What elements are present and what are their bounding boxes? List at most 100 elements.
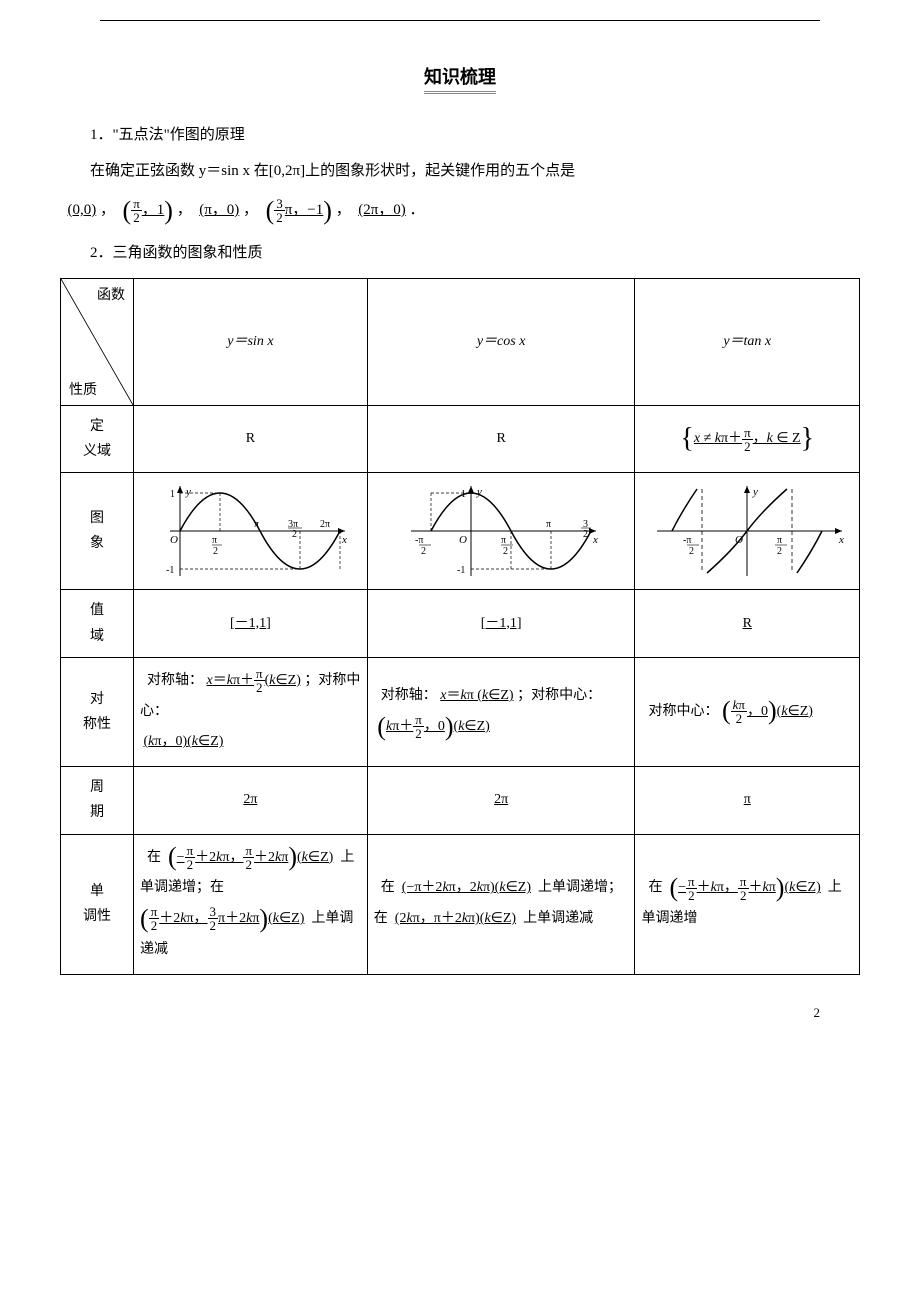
svg-text:O: O	[735, 534, 743, 546]
svg-text:O: O	[459, 534, 467, 546]
row-domain-label: 定义域	[61, 406, 134, 473]
page-number: 2	[60, 1005, 860, 1021]
table-row: 周期 2π 2π π	[61, 767, 860, 834]
svg-text:2: 2	[583, 529, 588, 540]
period-cos-val: 2π	[494, 792, 508, 807]
f-den: 2	[243, 858, 254, 871]
func-tan: y＝tan x	[723, 334, 771, 349]
mono-tan: 在 (−π2＋kπ，π2＋kπ)(k∈Z) 上单调递增	[635, 834, 860, 974]
f-num: π	[738, 875, 749, 889]
sym-sin-center: (kπ，0)(k∈Z)	[144, 734, 224, 749]
diag-top-text: 函数	[97, 288, 125, 303]
graph-cos: y x O 1 -1 -π 2 π 2 π 3 2	[367, 473, 635, 590]
dom-frac-den: 2	[742, 440, 753, 453]
point-3: (32π，−1)	[266, 202, 332, 218]
sym-tan-center-prefix: 对称中心：	[648, 704, 718, 719]
col-header-tan: y＝tan x	[635, 279, 860, 406]
sym-cos-axis-prefix: 对称轴：	[381, 688, 437, 703]
svg-text:x: x	[341, 534, 347, 546]
domain-tan: {x ≠ kπ＋π2，k ∈ Z}	[635, 406, 860, 473]
diag-bot-label: 性质	[69, 379, 97, 399]
point-1: (π2，1)	[123, 202, 173, 218]
period-cos: 2π	[367, 767, 635, 834]
range-cos: [－1,1]	[367, 590, 635, 657]
domain-sin: R	[134, 406, 368, 473]
row-mono-label: 单调性	[61, 834, 134, 974]
table-row: 值域 [－1,1] [－1,1] R	[61, 590, 860, 657]
row-sym-label: 对称性	[61, 657, 134, 766]
page-title: 知识梳理	[424, 61, 496, 94]
svg-text:-1: -1	[166, 565, 174, 576]
diag-header-cell: 函数 性质	[61, 279, 134, 406]
col-header-sin: y＝sin x	[134, 279, 368, 406]
range-tan: R	[635, 590, 860, 657]
table-row: 函数 性质 y＝sin x y＝cos x y＝tan x	[61, 279, 860, 406]
sec1-title: 1．"五点法"作图的原理	[60, 120, 860, 150]
f-den: 2	[413, 727, 424, 740]
sin-graph-svg: y x O 1 -1 π 2 π 3π 2 2π	[150, 481, 350, 581]
graph-sin: y x O 1 -1 π 2 π 3π 2 2π	[134, 473, 368, 590]
svg-text:2: 2	[777, 546, 782, 557]
f-den: 2	[731, 712, 747, 725]
sym-sin: 对称轴： x＝kπ＋π2(k∈Z) ；对称中心： (kπ，0)(k∈Z)	[134, 657, 368, 766]
sym-cos: 对称轴： x＝kπ (k∈Z) ；对称中心： (kπ＋π2，0)(k∈Z)	[367, 657, 635, 766]
table-row: 定义域 R R {x ≠ kπ＋π2，k ∈ Z}	[61, 406, 860, 473]
svg-text:2: 2	[421, 546, 426, 557]
diag-top-label: 函数	[97, 285, 125, 307]
svg-text:y: y	[476, 486, 482, 498]
svg-text:2: 2	[292, 529, 297, 540]
svg-text:π: π	[777, 535, 782, 546]
sym-cos-center-prefix: ；对称中心：	[517, 688, 601, 703]
mono-sin: 在 (−π2＋2kπ，π2＋2kπ)(k∈Z) 上单调递增；在 (π2＋2kπ，…	[134, 834, 368, 974]
heading-wrap: 知识梳理	[60, 51, 860, 114]
f-den: 2	[254, 681, 265, 694]
mono-tan-a: 在	[648, 880, 662, 895]
range-sin: [－1,1]	[134, 590, 368, 657]
svg-text:O: O	[170, 534, 178, 546]
svg-text:π: π	[501, 535, 506, 546]
svg-text:π: π	[254, 519, 259, 530]
period-tan-val: π	[744, 792, 751, 807]
dom-frac-num: π	[742, 426, 753, 440]
svg-text:π: π	[212, 535, 217, 546]
sym-sin-axis-prefix: 对称轴：	[147, 673, 203, 688]
mono-sin-a: 在	[147, 850, 161, 865]
f-num: π	[149, 905, 160, 919]
f-num: π	[185, 844, 196, 858]
f-den: 2	[185, 858, 196, 871]
svg-text:2: 2	[213, 546, 218, 557]
top-rule	[100, 20, 820, 21]
f-num: π	[254, 667, 265, 681]
f-num: π	[243, 844, 254, 858]
svg-text:1: 1	[170, 489, 175, 500]
point-4: (2π，0)	[358, 202, 406, 218]
f-num: 3	[208, 905, 219, 919]
svg-text:-π: -π	[415, 535, 423, 546]
point-0: (0,0)	[68, 202, 97, 218]
table-row: 对称性 对称轴： x＝kπ＋π2(k∈Z) ；对称中心： (kπ，0)(k∈Z)…	[61, 657, 860, 766]
sym-tan: 对称中心： (kπ2，0)(k∈Z)	[635, 657, 860, 766]
f-den: 2	[208, 919, 219, 932]
row-graph-label: 图象	[61, 473, 134, 590]
period-sin-val: 2π	[243, 792, 257, 807]
point-2: (π，0)	[199, 202, 239, 218]
mono-cos: 在 (−π＋2kπ，2kπ)(k∈Z) 上单调递增；在 (2kπ，π＋2kπ)(…	[367, 834, 635, 974]
f-den: 2	[738, 889, 749, 902]
sym-cos-center: (kπ＋π2，0)(k∈Z)	[377, 719, 490, 734]
range-cos-val: [－1,1]	[481, 616, 522, 631]
mono-cos-a: 在	[381, 880, 395, 895]
table-row: 图象 y x O 1 -1	[61, 473, 860, 590]
svg-text:y: y	[185, 486, 191, 498]
svg-text:2: 2	[689, 546, 694, 557]
svg-text:2π: 2π	[320, 519, 330, 530]
f-den: 2	[686, 889, 697, 902]
sec2-title: 2．三角函数的图象和性质	[60, 238, 860, 268]
range-tan-val: R	[743, 616, 752, 631]
page: 知识梳理 1．"五点法"作图的原理 在确定正弦函数 y＝sin x 在[0,2π…	[0, 0, 920, 1041]
svg-text:y: y	[752, 486, 758, 498]
row-period-label: 周期	[61, 767, 134, 834]
f-num: π	[686, 875, 697, 889]
tan-graph-svg: y x O -π 2 π 2	[647, 481, 847, 581]
five-points: (0,0) ， (π2，1) ， (π，0) ， (32π，−1) ， (2π，…	[60, 192, 860, 228]
col-header-cos: y＝cos x	[367, 279, 635, 406]
